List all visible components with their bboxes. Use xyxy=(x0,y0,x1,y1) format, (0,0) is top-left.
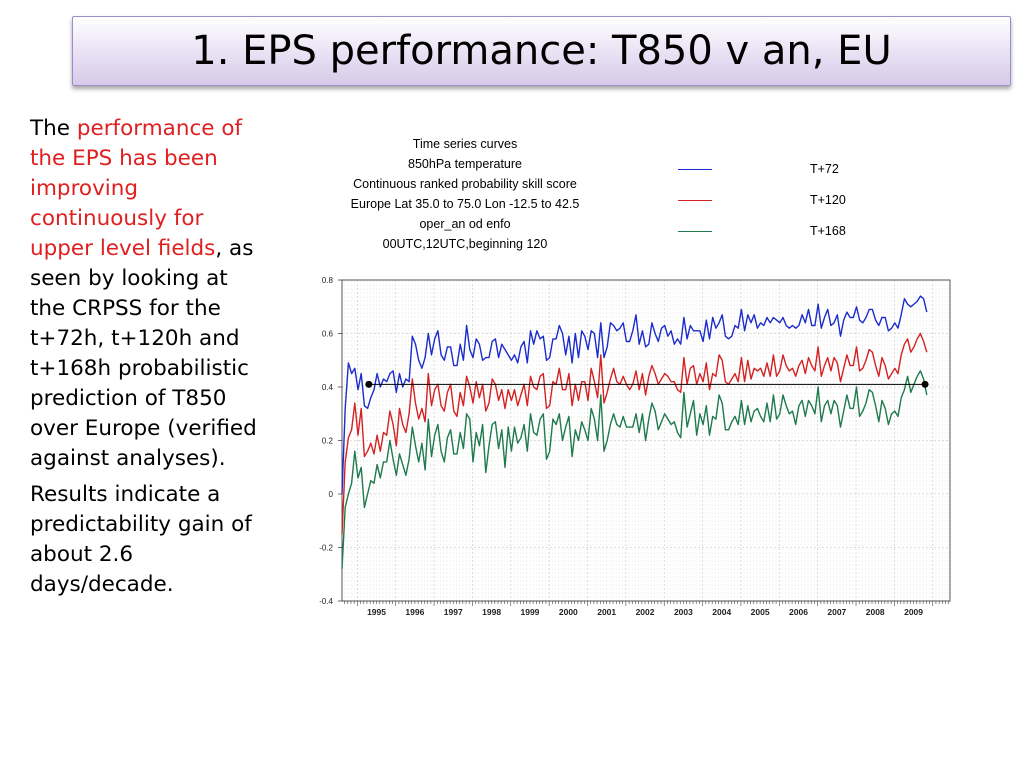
legend-label-t72: T+72 xyxy=(810,162,839,176)
reference-dot-end xyxy=(921,380,929,388)
legend-label-t168: T+168 xyxy=(810,224,846,238)
slide-title: 1. EPS performance: T850 v an, EU xyxy=(191,28,892,74)
chart-info-line: Time series curves xyxy=(412,137,518,151)
title-box: 1. EPS performance: T850 v an, EU xyxy=(72,16,1011,86)
y-tick-label: 0.6 xyxy=(322,330,334,339)
chart-info-line: 850hPa temperature xyxy=(408,157,522,171)
chart-info-line: Continuous ranked probability skill scor… xyxy=(353,177,577,191)
legend-item-t120: T+120 xyxy=(670,191,880,222)
legend-item-t168: T+168 xyxy=(670,222,880,253)
body-text: The performance of the EPS has been impr… xyxy=(30,114,268,606)
x-tick-label: 1999 xyxy=(521,607,540,617)
x-tick-label: 1995 xyxy=(367,607,386,617)
legend-swatch-t168 xyxy=(678,231,712,232)
y-tick-label: 0.4 xyxy=(322,383,334,392)
x-tick-label: 2004 xyxy=(712,607,731,617)
y-tick-label: 0.8 xyxy=(322,276,334,285)
chart-info-line: oper_an od enfo xyxy=(419,217,511,231)
chart-info-line: 00UTC,12UTC,beginning 120 xyxy=(382,237,548,251)
paragraph-2: Results indicate a predictability gain o… xyxy=(30,482,252,597)
para1-post: , as seen by looking at the CRPSS for th… xyxy=(30,236,257,471)
x-tick-label: 2003 xyxy=(674,607,693,617)
x-tick-label: 1998 xyxy=(482,607,501,617)
x-tick-label: 2005 xyxy=(751,607,770,617)
x-tick-label: 2002 xyxy=(636,607,655,617)
para1-highlight: performance of the EPS has been improvin… xyxy=(30,116,243,261)
y-tick-label: -0.2 xyxy=(319,544,333,553)
y-tick-label: 0 xyxy=(329,490,334,499)
legend-swatch-t72 xyxy=(678,169,712,170)
series-line-t120 xyxy=(341,332,928,535)
legend-item-t72: T+72 xyxy=(670,160,880,191)
series-line-t72 xyxy=(341,295,928,495)
x-tick-label: 2009 xyxy=(904,607,923,617)
chart-legend: T+72 T+120 T+168 xyxy=(670,160,880,253)
paragraph-1: The performance of the EPS has been impr… xyxy=(30,114,268,474)
chart-info-line: Europe Lat 35.0 to 75.0 Lon -12.5 to 42.… xyxy=(350,197,580,211)
legend-swatch-t120 xyxy=(678,200,712,201)
x-tick-label: 2007 xyxy=(827,607,846,617)
y-tick-label: 0.2 xyxy=(322,437,334,446)
x-tick-label: 2000 xyxy=(559,607,578,617)
plot-frame xyxy=(341,279,951,602)
x-tick-label: 2008 xyxy=(866,607,885,617)
x-tick-label: 2006 xyxy=(789,607,808,617)
chart-info-block: Time series curves 850hPa temperature Co… xyxy=(300,134,630,254)
x-tick-label: 1997 xyxy=(444,607,463,617)
crpss-time-series-chart: 0.8 0.6 0.4 0.2 0 -0.2 -0.4 1995 1996 1997 1998 199… xyxy=(319,276,951,617)
series-line-t168 xyxy=(341,370,928,569)
x-tick-label: 2001 xyxy=(597,607,616,617)
y-tick-label: -0.4 xyxy=(319,597,333,606)
x-tick-label: 1996 xyxy=(405,607,424,617)
para1-pre: The xyxy=(30,116,77,141)
legend-label-t120: T+120 xyxy=(810,193,846,207)
reference-dot-start xyxy=(365,380,373,388)
